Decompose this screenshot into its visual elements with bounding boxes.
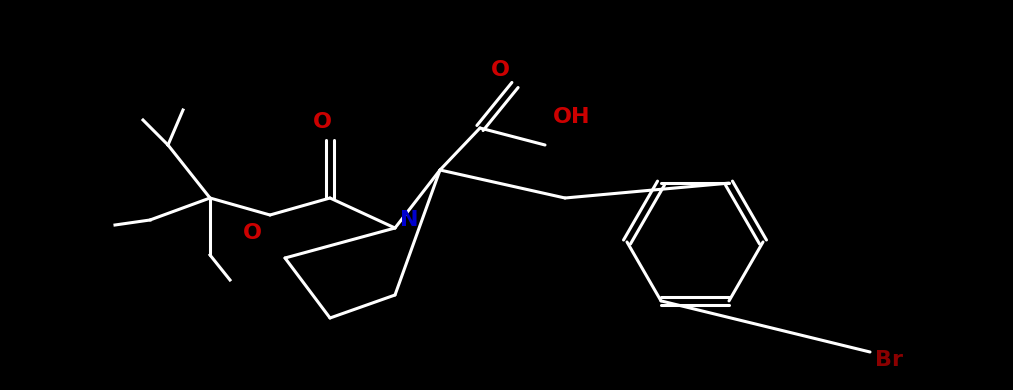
Text: N: N (400, 210, 418, 230)
Text: Br: Br (875, 350, 903, 370)
Text: OH: OH (553, 107, 591, 127)
Text: O: O (491, 60, 510, 80)
Text: O: O (243, 223, 262, 243)
Text: O: O (312, 112, 331, 132)
